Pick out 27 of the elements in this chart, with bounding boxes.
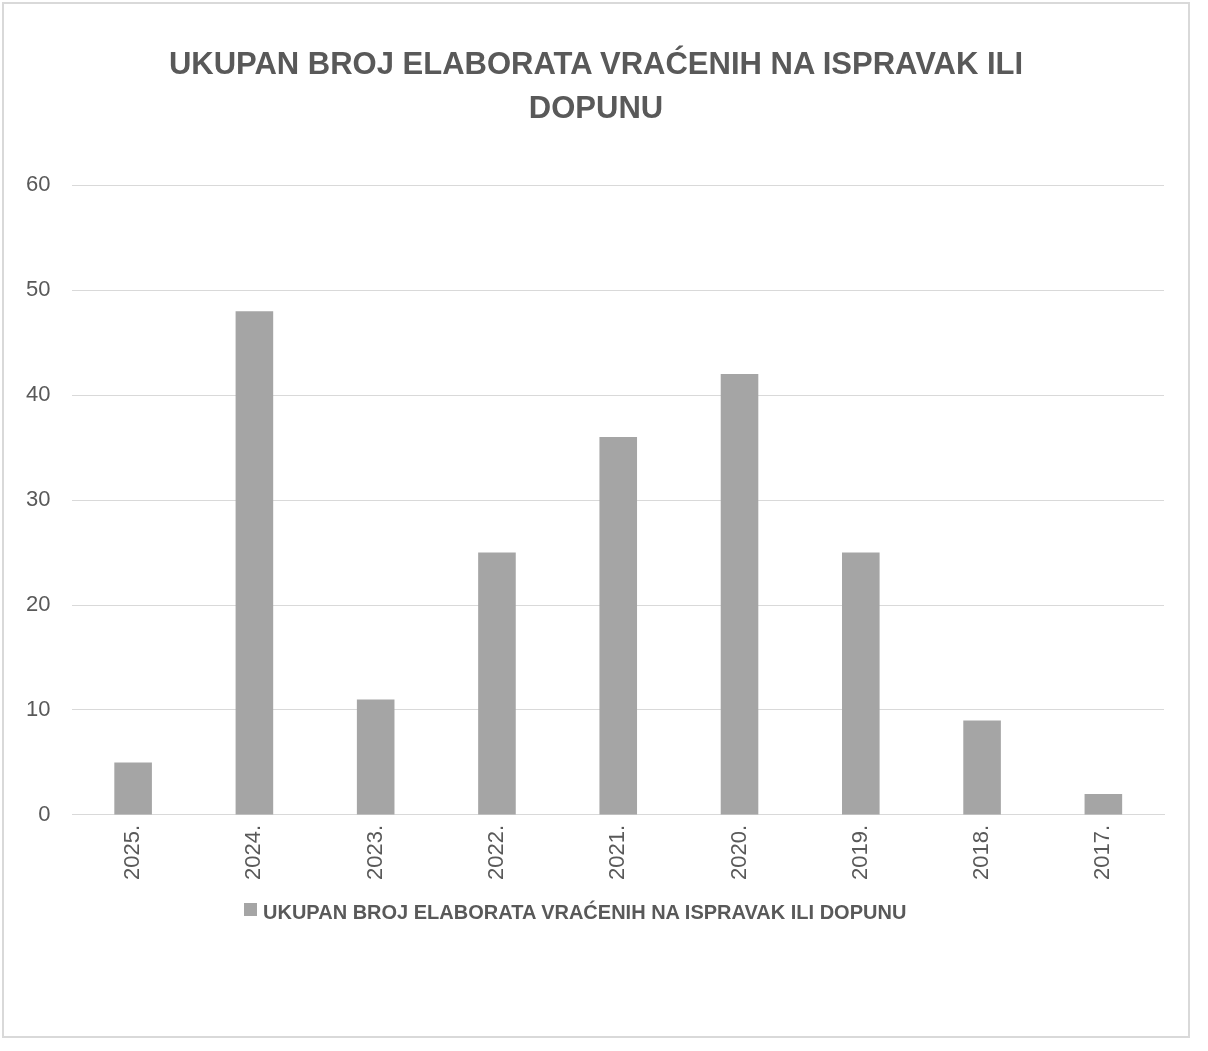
chart-title: UKUPAN BROJ ELABORATA VRAĆENIH NA ISPRAVAK ILI DOPUNU	[167, 44, 1025, 127]
y-tick-label: 20	[25, 591, 51, 617]
bar	[599, 437, 638, 815]
x-tick-label: 2019.	[846, 824, 872, 881]
y-tick-label: 60	[25, 171, 51, 197]
x-tick-label: 2021.	[604, 824, 630, 881]
y-tick-label: 50	[25, 276, 51, 302]
x-tick-label: 2024.	[240, 824, 266, 881]
x-tick-label: 2020.	[725, 824, 751, 881]
bar	[842, 552, 880, 815]
y-tick-label: 10	[25, 696, 51, 722]
x-tick-label: 2017.	[1089, 824, 1115, 881]
legend-label: UKUPAN BROJ ELABORATA VRAĆENIH NA ISPRAVAK ILI DOPUNU	[263, 899, 907, 925]
x-tick-label: 2018.	[968, 824, 994, 881]
y-tick-label: 30	[25, 486, 51, 512]
bar	[235, 311, 274, 815]
y-tick-label: 0	[38, 801, 51, 827]
bar	[963, 720, 1001, 815]
bar	[478, 552, 516, 815]
bar	[356, 699, 395, 815]
x-tick-label: 2023.	[361, 824, 387, 881]
x-tick-label: 2025.	[119, 824, 145, 881]
x-tick-label: 2022.	[483, 824, 509, 881]
bar	[1084, 793, 1123, 815]
y-tick-label: 40	[25, 381, 51, 407]
bar	[720, 374, 759, 815]
bar	[114, 762, 152, 815]
